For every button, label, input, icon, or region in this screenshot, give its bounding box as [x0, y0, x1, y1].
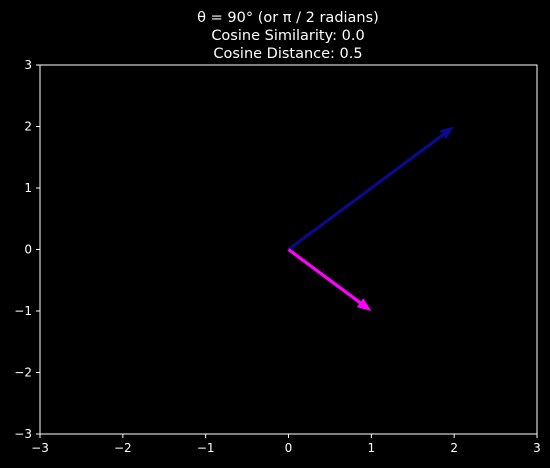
- title-line-3: Cosine Distance: 0.5: [213, 46, 362, 62]
- x-tick-label: 2: [450, 441, 458, 455]
- title-line-1: θ = 90° (or π / 2 radians): [197, 10, 379, 26]
- x-tick-label: −2: [114, 441, 132, 455]
- x-tick-label: −1: [197, 441, 215, 455]
- x-tick-label: −3: [31, 441, 49, 455]
- vector-arrow-1: [287, 126, 455, 251]
- vector-head: [356, 298, 372, 311]
- ticks-group: −3 −2 −1 0 1 2 3 −3 −2 −1 0 1 2 3: [14, 58, 541, 455]
- y-tick-label: −2: [14, 366, 32, 380]
- y-tick-label: −1: [14, 304, 32, 318]
- vector-arrow-2: [287, 248, 372, 311]
- y-tick-label: 1: [24, 181, 32, 195]
- x-tick-label: 0: [285, 441, 293, 455]
- vectors-group: [287, 126, 455, 311]
- y-tick-label: 3: [24, 58, 32, 72]
- vector-shaft: [287, 132, 446, 251]
- y-tick-label: −3: [14, 427, 32, 441]
- x-tick-label: 1: [368, 441, 376, 455]
- y-tick-label: 0: [24, 243, 32, 257]
- vector-shaft: [287, 248, 363, 306]
- y-tick-label: 2: [24, 120, 32, 134]
- title-line-2: Cosine Similarity: 0.0: [211, 28, 364, 44]
- x-tick-label: 3: [533, 441, 541, 455]
- vector-head: [439, 126, 455, 140]
